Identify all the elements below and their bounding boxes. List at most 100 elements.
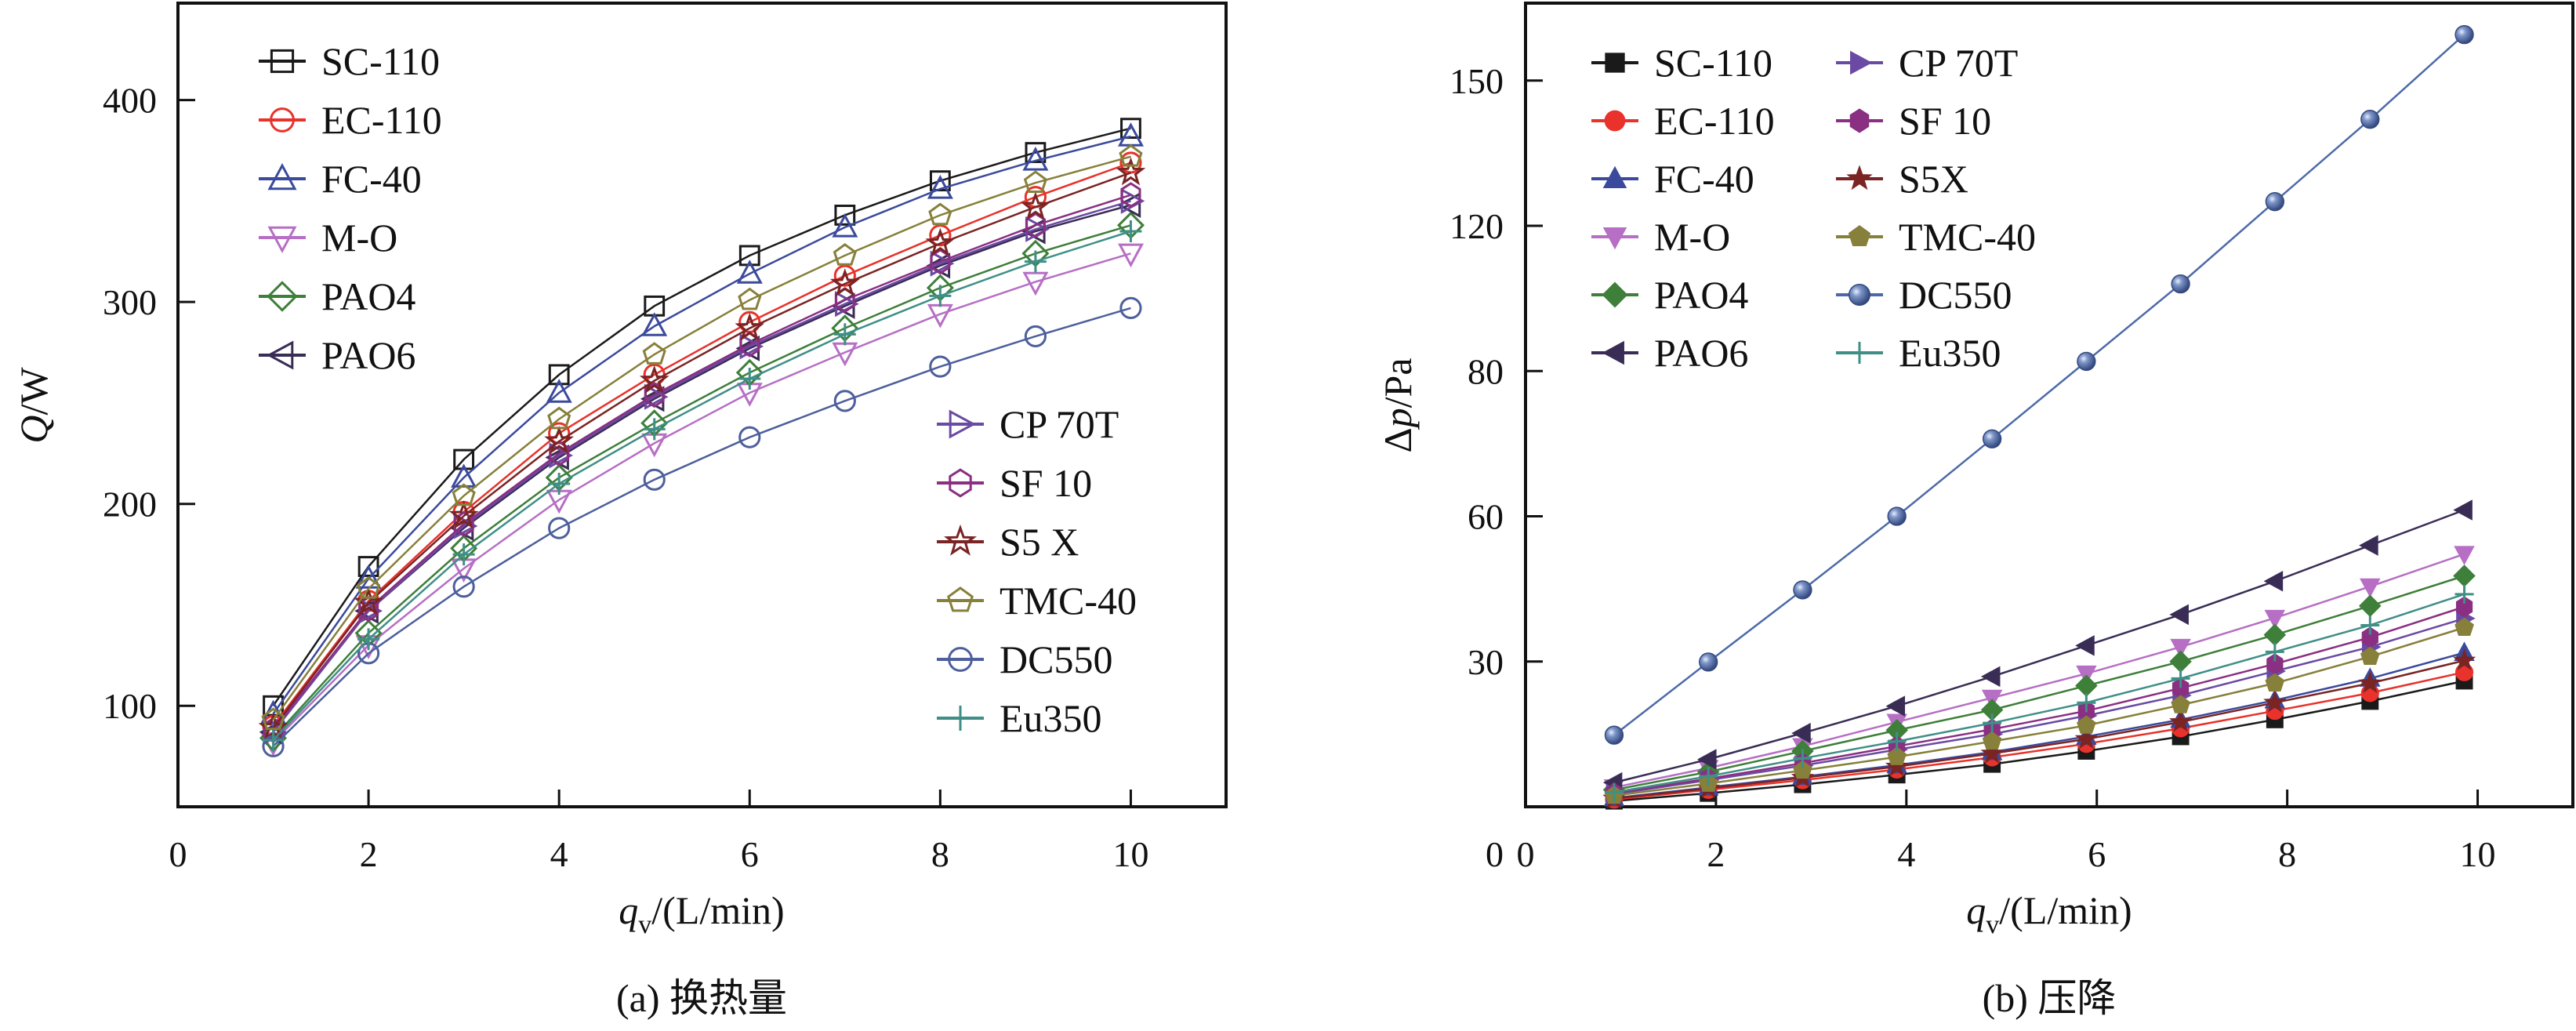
legend-marker-icon [1602, 227, 1627, 250]
data-point [448, 500, 479, 529]
data-point [548, 364, 570, 386]
data-point [2077, 715, 2096, 734]
data-point [2454, 584, 2474, 604]
y-axis-title: Δp/Pa [1376, 358, 1420, 452]
legend-item-ec-110: EC-110 [1591, 99, 1775, 143]
series-line [1613, 659, 2465, 800]
data-point [452, 483, 476, 506]
y-tick-label: 80 [1468, 351, 1504, 391]
data-point [927, 303, 953, 329]
series-line [1613, 553, 2465, 789]
legend-marker-icon [1602, 281, 1628, 308]
legend-marker-icon [267, 163, 297, 191]
series-eu350 [262, 220, 1142, 752]
legend-item-sf-10: SF 10 [937, 461, 1092, 505]
data-point [739, 331, 760, 358]
data-point [2360, 615, 2380, 635]
legend-label: PAO4 [321, 274, 415, 318]
legend-label: CP 70T [1899, 41, 2018, 85]
data-point [2171, 274, 2190, 294]
series-line [272, 230, 1131, 741]
series-line [1613, 626, 2465, 797]
x-tick-label: 0 [169, 834, 187, 874]
data-point [1982, 731, 2002, 750]
data-point [738, 287, 762, 310]
data-point [1604, 782, 1624, 802]
data-point [2265, 642, 2284, 662]
data-point [832, 342, 858, 367]
y-axis-title: Q/W [12, 367, 56, 444]
data-point [736, 260, 763, 284]
legend-label: S5 X [1000, 520, 1079, 564]
data-point [453, 510, 474, 537]
legend-item-pao4: PAO4 [259, 274, 415, 318]
data-point [261, 707, 285, 731]
legend-marker-icon [1849, 342, 1870, 364]
data-point [833, 390, 856, 412]
data-point [1699, 767, 1718, 786]
series-line [272, 162, 1131, 727]
legend-marker-icon [1604, 110, 1626, 132]
data-point [1119, 220, 1142, 243]
data-point [639, 365, 669, 394]
data-point [1791, 722, 1811, 744]
x-axis: 0 2 4 6 8 10 [169, 790, 1148, 874]
series-dc550 [262, 296, 1142, 757]
x-axis: 0 2 4 6 8 10 [1517, 790, 2496, 874]
data-point [547, 406, 571, 430]
data-point [927, 175, 953, 199]
y-tick-label: 300 [103, 282, 157, 322]
data-point [2453, 565, 2476, 587]
legend-marker-icon [270, 107, 295, 133]
legend-label: FC-40 [1654, 157, 1754, 201]
series-line [1613, 575, 2465, 791]
caption: (b) 压降 [1983, 976, 2117, 1020]
x-tick-label: 2 [360, 834, 378, 874]
data-point [1117, 243, 1145, 268]
data-point [1024, 250, 1047, 273]
x-tick-label: 6 [741, 834, 759, 874]
legend-item-pao4: PAO4 [1591, 273, 1748, 317]
legend-marker-icon [1605, 53, 1625, 73]
data-point [1793, 749, 1812, 768]
legend-marker-icon [1849, 108, 1870, 133]
series-s5x [1602, 648, 2476, 809]
legend-marker-icon [1850, 50, 1873, 75]
data-point [1885, 754, 1909, 777]
legend-item-pao6: PAO6 [259, 333, 415, 377]
series-m-o [1603, 546, 2475, 799]
series-line [272, 135, 1131, 715]
legend-item-cp-70t: CP 70T [1836, 41, 2018, 85]
data-point [1604, 725, 1624, 745]
data-point [2454, 663, 2474, 681]
legend-marker-icon [949, 468, 972, 498]
data-point [2263, 623, 2287, 647]
series-sf-10 [1605, 596, 2473, 804]
data-point [2264, 609, 2286, 630]
series-line [1613, 617, 2465, 796]
legend-item-m-o: M-O [1591, 215, 1730, 259]
data-point [1885, 695, 1906, 717]
legend-item-tmc-40: TMC-40 [937, 579, 1137, 623]
data-point [829, 268, 860, 296]
data-point [2075, 674, 2098, 697]
legend-item-fc-40: FC-40 [1591, 157, 1754, 201]
legend-item-sc-110: SC-110 [1591, 41, 1772, 85]
data-point [546, 379, 572, 403]
legend-label: PAO6 [321, 333, 415, 377]
data-point [1887, 732, 1907, 751]
legend-item-ec-110: EC-110 [259, 98, 442, 142]
data-point [1025, 142, 1047, 163]
data-point [1887, 746, 1907, 765]
series-tmc-40 [261, 143, 1143, 731]
y-tick-label: 120 [1449, 206, 1504, 246]
series-line [1613, 671, 2465, 800]
y-tick-label: 60 [1468, 497, 1504, 537]
data-point [2453, 499, 2473, 521]
series-line [1613, 34, 2465, 736]
legend-item-sc-110: SC-110 [259, 39, 440, 83]
series-line [272, 194, 1131, 731]
data-point [1887, 506, 1907, 526]
data-point [1022, 147, 1049, 171]
